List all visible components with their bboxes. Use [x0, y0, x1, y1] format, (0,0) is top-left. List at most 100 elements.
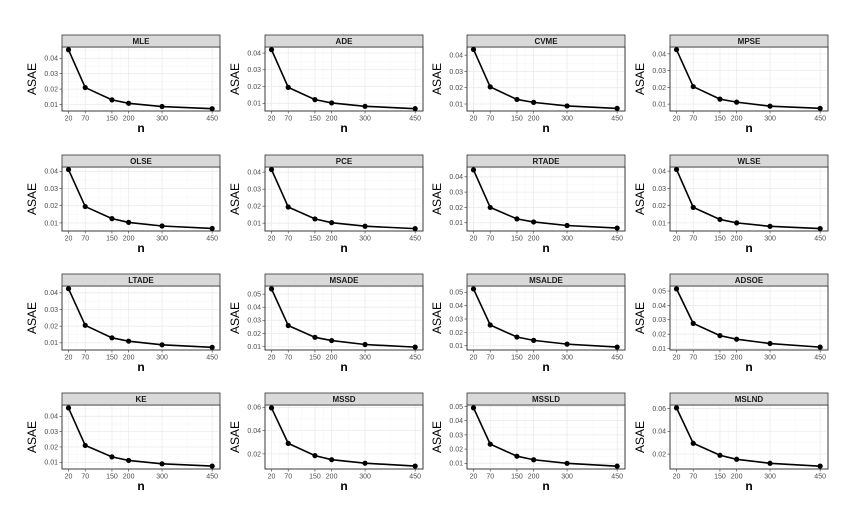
- facet-title: ADE: [336, 37, 354, 46]
- x-tick-label: 300: [359, 474, 371, 481]
- series-line: [67, 169, 213, 230]
- x-tick-label: 20: [673, 236, 681, 243]
- x-tick-label: 20: [673, 474, 681, 481]
- data-point: [285, 322, 291, 329]
- facet-strip: [61, 34, 221, 48]
- data-point: [614, 344, 620, 350]
- data-point: [126, 457, 132, 464]
- panel-background: [669, 285, 829, 351]
- y-tick-label: 0.03: [44, 307, 58, 314]
- x-tick-label: 150: [106, 116, 118, 123]
- facet-strip: [669, 154, 829, 168]
- facet-title: OLSE: [130, 157, 152, 166]
- facet-strip: [466, 154, 626, 168]
- x-tick-label: 200: [326, 474, 338, 481]
- x-tick-label: 150: [511, 474, 523, 481]
- x-tick-label: 150: [511, 116, 523, 123]
- facet-strip: [264, 392, 424, 406]
- y-tick-label: 0.02: [44, 324, 58, 331]
- x-tick-label: 300: [359, 116, 371, 123]
- y-tick-label: 0.06: [247, 405, 261, 412]
- data-point: [514, 453, 520, 459]
- facet-title: MSSD: [332, 395, 355, 404]
- panel-mssd: MSSD 20 70 150 200 300 450 0.02 0.04 0.06 n ASAE: [228, 392, 424, 493]
- facet-title: MSADE: [330, 276, 360, 285]
- x-tick-label: 200: [731, 474, 743, 481]
- panel-background: [61, 46, 221, 112]
- panel-msalde: MSALDE 20 70 150 200 300 450 0.01 0.02 0.03 0.04 0.…: [430, 273, 626, 374]
- data-point: [109, 335, 115, 341]
- y-tick-label: 0.02: [247, 451, 261, 458]
- y-axis-title: ASAE: [25, 421, 39, 453]
- data-point: [82, 203, 88, 210]
- data-point: [564, 103, 570, 109]
- data-point: [531, 337, 537, 343]
- data-point: [312, 97, 318, 103]
- data-point: [487, 322, 493, 328]
- x-tick-label: 450: [206, 116, 218, 123]
- x-axis-title: n: [340, 241, 347, 255]
- x-tick-label: 20: [470, 236, 478, 243]
- facet-strip: [264, 273, 424, 287]
- data-point: [817, 344, 823, 350]
- y-tick-label: 0.02: [247, 84, 261, 91]
- data-point: [614, 463, 620, 469]
- y-tick-label: 0.01: [652, 102, 666, 109]
- x-axis-title: n: [340, 360, 347, 374]
- x-tick-label: 150: [309, 474, 321, 481]
- y-tick-label: 0.05: [449, 290, 463, 297]
- data-point: [470, 286, 477, 292]
- y-tick-label: 0.02: [449, 330, 463, 337]
- data-point: [412, 106, 418, 112]
- x-axis-title: n: [137, 360, 144, 374]
- x-tick-label: 300: [764, 474, 776, 481]
- data-point: [690, 440, 696, 446]
- x-tick-label: 450: [814, 474, 826, 481]
- x-tick-label: 300: [764, 236, 776, 243]
- x-tick-label: 200: [326, 116, 338, 123]
- facet-title: MSSLD: [532, 395, 560, 404]
- x-tick-label: 150: [511, 355, 523, 362]
- data-point: [412, 226, 418, 232]
- data-point: [564, 341, 570, 347]
- x-tick-label: 300: [561, 116, 573, 123]
- x-tick-label: 200: [731, 236, 743, 243]
- x-axis-title: n: [542, 479, 549, 493]
- panel-olse: OLSE 20 70 150 200 300 450 0.01 0.02 0.03 0.04 n ASA…: [25, 154, 221, 255]
- data-point: [564, 222, 570, 229]
- data-point: [362, 460, 368, 466]
- panel-background: [466, 404, 626, 470]
- data-point: [614, 105, 620, 111]
- y-tick-label: 0.06: [652, 406, 666, 413]
- data-point: [531, 457, 537, 463]
- x-tick-label: 200: [123, 236, 135, 243]
- y-tick-label: 0.03: [449, 190, 463, 197]
- data-point: [268, 405, 275, 411]
- data-point: [109, 454, 115, 460]
- x-tick-label: 200: [731, 116, 743, 123]
- x-tick-label: 150: [106, 474, 118, 481]
- x-tick-label: 70: [689, 355, 697, 362]
- y-tick-label: 0.04: [247, 50, 261, 57]
- x-tick-label: 450: [611, 116, 623, 123]
- data-point: [614, 225, 620, 231]
- y-tick-label: 0.04: [449, 303, 463, 310]
- data-point: [412, 463, 418, 469]
- panel-msade: MSADE 20 70 150 200 300 450 0.01 0.02 0.03 0.04 0.0…: [228, 273, 424, 374]
- panel-mpse: MPSE 20 70 150 200 300 450 0.01 0.02 0.03 0.04 n ASA…: [633, 34, 829, 135]
- panel-wlse: WLSE 20 70 150 200 300 450 0.01 0.02 0.03 0.04 n ASA…: [633, 154, 829, 255]
- y-tick-label: 0.03: [652, 68, 666, 75]
- y-tick-label: 0.02: [449, 446, 463, 453]
- x-tick-label: 200: [528, 355, 540, 362]
- x-tick-label: 300: [359, 355, 371, 362]
- data-point: [82, 442, 88, 449]
- x-tick-label: 300: [156, 236, 168, 243]
- y-tick-label: 0.04: [449, 418, 463, 425]
- panel-background: [61, 404, 221, 470]
- y-tick-label: 0.04: [247, 305, 261, 312]
- series-line: [67, 49, 213, 110]
- y-tick-label: 0.05: [247, 292, 261, 299]
- series-line: [675, 169, 821, 230]
- x-tick-label: 150: [309, 116, 321, 123]
- facet-strip: [669, 392, 829, 406]
